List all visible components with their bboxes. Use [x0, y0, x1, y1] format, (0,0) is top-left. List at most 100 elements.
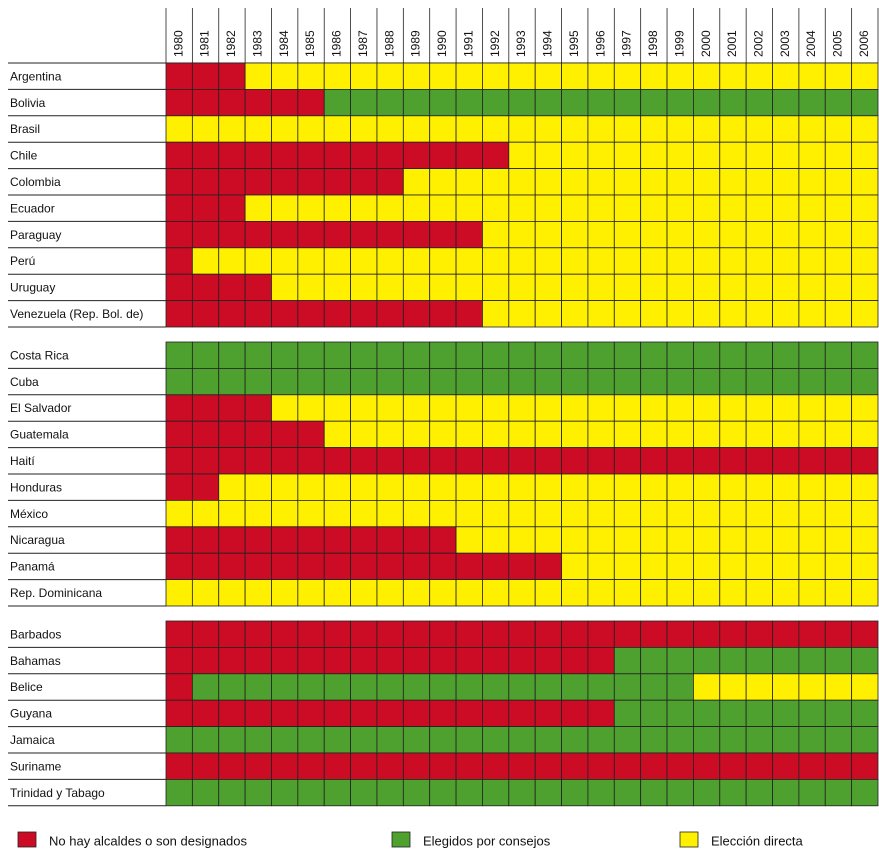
- status-cell: [613, 579, 642, 607]
- status-cell: [824, 394, 853, 422]
- status-cell: [271, 141, 299, 169]
- status-cell: [561, 62, 589, 90]
- status-cell: [191, 341, 220, 369]
- year-label: 1988: [382, 30, 396, 57]
- status-cell: [297, 499, 325, 528]
- country-label: Venezuela (Rep. Bol. de): [10, 307, 143, 321]
- status-cell: [165, 473, 193, 501]
- year-label: 1983: [250, 30, 264, 57]
- status-cell: [613, 168, 642, 196]
- status-cell: [323, 579, 351, 607]
- status-cell: [745, 394, 773, 422]
- status-cell: [376, 752, 404, 780]
- status-cell: [191, 779, 220, 807]
- status-cell: [482, 673, 510, 701]
- status-cell: [851, 420, 879, 449]
- status-cell: [693, 141, 721, 169]
- status-cell: [402, 699, 431, 728]
- status-cell: [297, 726, 325, 754]
- status-cell: [851, 89, 879, 117]
- status-cell: [745, 473, 773, 501]
- status-cell: [323, 620, 351, 648]
- status-cell: [508, 220, 536, 249]
- status-cell: [429, 447, 457, 475]
- status-cell: [429, 247, 457, 275]
- status-cell: [851, 499, 879, 528]
- status-cell: [402, 779, 431, 807]
- status-cell: [534, 62, 562, 90]
- status-cell: [508, 752, 536, 780]
- status-cell: [613, 247, 642, 275]
- status-cell: [350, 273, 378, 302]
- status-cell: [455, 673, 483, 701]
- status-cell: [429, 647, 457, 675]
- status-cell: [587, 194, 615, 222]
- status-cell: [851, 168, 879, 196]
- status-cell: [429, 115, 457, 143]
- status-cell: [376, 247, 404, 275]
- year-label: 1995: [567, 30, 581, 57]
- status-cell: [297, 367, 325, 396]
- status-cell: [376, 62, 404, 90]
- status-cell: [719, 247, 747, 275]
- status-cell: [429, 726, 457, 754]
- status-cell: [824, 673, 853, 701]
- status-cell: [376, 300, 404, 328]
- status-cell: [350, 220, 378, 249]
- status-cell: [402, 620, 431, 648]
- status-cell: [376, 447, 404, 475]
- status-cell: [323, 499, 351, 528]
- status-cell: [613, 752, 642, 780]
- status-cell: [297, 647, 325, 675]
- status-cell: [271, 367, 299, 396]
- status-cell: [587, 141, 615, 169]
- status-cell: [693, 168, 721, 196]
- status-cell: [745, 141, 773, 169]
- status-cell: [798, 752, 826, 780]
- status-cell: [271, 168, 299, 196]
- status-cell: [798, 699, 826, 728]
- status-cell: [218, 752, 246, 780]
- status-cell: [350, 394, 378, 422]
- status-cell: [824, 579, 853, 607]
- status-cell: [534, 89, 562, 117]
- status-cell: [587, 300, 615, 328]
- status-cell: [851, 367, 879, 396]
- status-cell: [402, 341, 431, 369]
- status-cell: [323, 699, 351, 728]
- status-cell: [772, 194, 800, 222]
- status-cell: [165, 367, 193, 396]
- status-cell: [561, 220, 589, 249]
- status-cell: [271, 779, 299, 807]
- status-cell: [244, 247, 272, 275]
- status-cell: [350, 62, 378, 90]
- status-cell: [323, 89, 351, 117]
- status-cell: [798, 141, 826, 169]
- status-cell: [587, 647, 615, 675]
- status-cell: [666, 341, 694, 369]
- status-cell: [350, 447, 378, 475]
- status-cell: [693, 273, 721, 302]
- status-cell: [772, 220, 800, 249]
- status-cell: [323, 394, 351, 422]
- status-cell: [613, 273, 642, 302]
- status-cell: [297, 300, 325, 328]
- status-cell: [745, 752, 773, 780]
- status-cell: [271, 552, 299, 581]
- status-cell: [244, 526, 272, 554]
- status-cell: [824, 141, 853, 169]
- status-cell: [350, 673, 378, 701]
- status-cell: [482, 499, 510, 528]
- status-cell: [508, 273, 536, 302]
- status-cell: [772, 620, 800, 648]
- status-cell: [719, 447, 747, 475]
- status-cell: [561, 699, 589, 728]
- status-cell: [851, 273, 879, 302]
- status-cell: [745, 579, 773, 607]
- status-cell: [323, 168, 351, 196]
- status-cell: [191, 89, 220, 117]
- status-cell: [587, 220, 615, 249]
- status-cell: [323, 752, 351, 780]
- status-cell: [693, 752, 721, 780]
- status-cell: [191, 473, 220, 501]
